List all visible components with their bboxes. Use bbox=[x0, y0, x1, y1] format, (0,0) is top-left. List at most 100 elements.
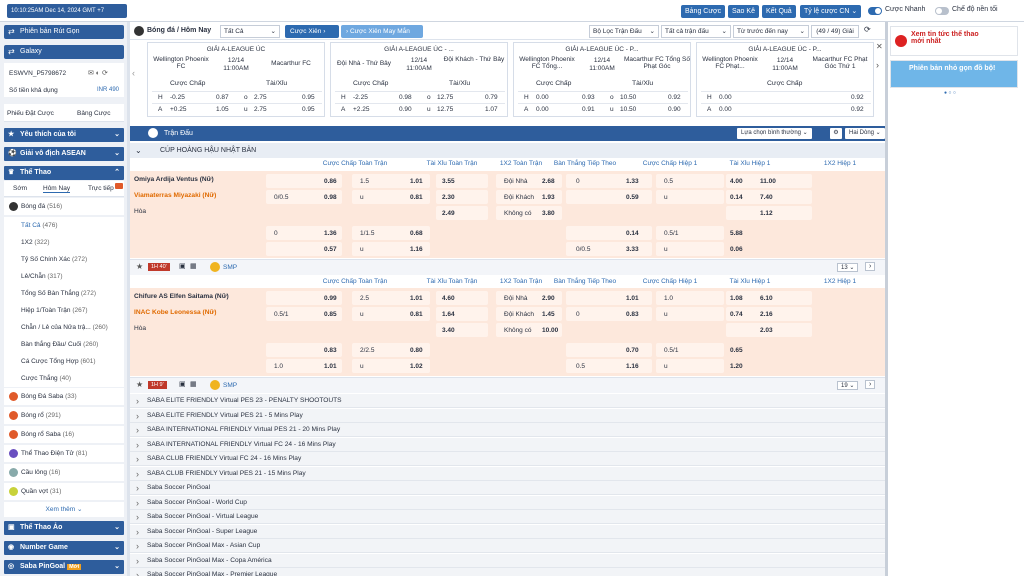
odds-cell[interactable]: 0.90 bbox=[668, 106, 681, 113]
odds-cell[interactable]: 0.91 bbox=[582, 106, 595, 113]
odds-cell[interactable]: 0.98 bbox=[399, 94, 412, 101]
market-select[interactable]: Tất Cả ⌄ bbox=[220, 25, 280, 38]
odds-value[interactable]: 0.85 bbox=[324, 311, 337, 318]
odds-value[interactable]: 1.01 bbox=[410, 295, 423, 302]
sidebar-item-half-odd-even[interactable]: Chẵn / Lẻ của Nửa trậ... (260) bbox=[4, 319, 124, 336]
odds-value[interactable]: 2.90 bbox=[542, 295, 555, 302]
card-odds-row[interactable]: H -0.25 0.87 o 2.75 0.95 bbox=[152, 91, 322, 103]
odds-value[interactable]: 2.49 bbox=[442, 210, 455, 217]
match-filter-select[interactable]: Bộ Lọc Trận Đấu ⌄ bbox=[589, 25, 659, 38]
card-odds-row[interactable]: H 0.00 0.92 bbox=[701, 91, 871, 103]
odds-box[interactable] bbox=[566, 174, 652, 188]
odds-box[interactable] bbox=[656, 291, 724, 305]
odds-box[interactable] bbox=[352, 226, 430, 240]
settings-icon[interactable]: ⚙ bbox=[830, 128, 842, 139]
quick-bet-toggle[interactable] bbox=[868, 7, 882, 15]
tab-bet-list[interactable]: Bảng Cược bbox=[77, 110, 111, 117]
sort-select[interactable]: Lựa chọn bình thường ⌄ bbox=[737, 128, 812, 139]
refresh-icon[interactable]: ⟳ bbox=[864, 25, 871, 34]
sidebar-item-soccer[interactable]: Bóng đá (516) bbox=[4, 198, 124, 215]
league-row[interactable]: Saba Soccer PinGoal Max - Premier League bbox=[130, 568, 885, 576]
odds-cell[interactable]: 0.93 bbox=[582, 94, 595, 101]
scrollbar[interactable] bbox=[885, 22, 888, 576]
odds-box[interactable] bbox=[726, 323, 812, 337]
sidebar-item-first-last-goal[interactable]: Bàn thắng Đầu/ Cuối (260) bbox=[4, 336, 124, 353]
sidebar-item-badminton[interactable]: Cầu lông (16) bbox=[4, 464, 124, 481]
odds-value[interactable]: 2.68 bbox=[542, 178, 555, 185]
league-row[interactable]: SABA ELITE FRIENDLY Virtual PES 21 - 5 M… bbox=[130, 408, 885, 423]
virtual-sports-section[interactable]: ▣ Thể Thao Ảo ⌄ bbox=[4, 521, 124, 535]
odds-value[interactable]: 1.12 bbox=[760, 210, 773, 217]
tab-bet-slip[interactable]: Phiếu Đặt Cược bbox=[7, 110, 54, 117]
odds-cell[interactable]: 0.92 bbox=[851, 106, 864, 113]
scoreboard-icon[interactable]: ▦ bbox=[190, 263, 197, 270]
odds-cell[interactable]: 0.92 bbox=[851, 94, 864, 101]
league-row[interactable]: Saba Soccer PinGoal - Super League bbox=[130, 524, 885, 539]
league-row[interactable]: SABA INTERNATIONAL FRIENDLY Virtual PES … bbox=[130, 423, 885, 437]
smp-icon[interactable] bbox=[210, 380, 220, 390]
odds-cell[interactable]: 0.95 bbox=[302, 106, 315, 113]
odds-value[interactable]: 0.14 bbox=[730, 194, 743, 201]
featured-match-card[interactable]: GIẢI A-LEAGUE ÚC - P... Wellington Phoen… bbox=[513, 42, 691, 117]
card-odds-row[interactable]: A 0.00 0.91 u 10.50 0.90 bbox=[518, 103, 688, 115]
odds-value[interactable]: 0.14 bbox=[626, 230, 639, 237]
carousel-prev-icon[interactable]: ‹ bbox=[132, 68, 135, 78]
odds-value[interactable]: 0.99 bbox=[324, 295, 337, 302]
more-markets-button[interactable]: 19 ⌄ bbox=[837, 381, 859, 390]
tab-live[interactable]: Trực tiếp bbox=[88, 185, 114, 192]
odds-box[interactable] bbox=[352, 359, 430, 373]
odds-value[interactable]: 0.74 bbox=[730, 311, 743, 318]
odds-box[interactable] bbox=[266, 190, 342, 204]
smp-label[interactable]: SMP bbox=[223, 382, 238, 389]
card-odds-row[interactable]: H 0.00 0.93 o 10.50 0.92 bbox=[518, 91, 688, 103]
odds-value[interactable]: 1.01 bbox=[410, 178, 423, 185]
see-more-link[interactable]: Xem thêm ⌄ bbox=[4, 502, 124, 517]
odds-value[interactable]: 4.00 bbox=[730, 178, 743, 185]
odds-value[interactable]: 0.86 bbox=[324, 178, 337, 185]
odds-box[interactable] bbox=[266, 242, 342, 256]
odds-box[interactable] bbox=[566, 291, 652, 305]
odds-box[interactable] bbox=[566, 190, 652, 204]
number-game-section[interactable]: ◉ Number Game ⌄ bbox=[4, 541, 124, 555]
card-odds-row[interactable]: H -2.25 0.98 o 12.75 0.79 bbox=[335, 91, 505, 103]
odds-box[interactable] bbox=[496, 323, 562, 337]
league-count[interactable]: (49 / 49) Giải bbox=[811, 25, 859, 38]
tab-today[interactable]: Hôm Nay bbox=[43, 185, 71, 193]
odds-value[interactable]: 1.16 bbox=[410, 246, 423, 253]
league-row[interactable]: SABA ELITE FRIENDLY Virtual PES 23 - PEN… bbox=[130, 394, 885, 408]
odds-value[interactable]: 0.98 bbox=[324, 194, 337, 201]
card-odds-row[interactable]: A 0.00 0.92 bbox=[701, 103, 871, 115]
favorites-section[interactable]: ★ Yêu thích của tôi ⌄ bbox=[4, 128, 124, 142]
odds-value[interactable]: 1.08 bbox=[730, 295, 743, 302]
sidebar-item-correct-score[interactable]: Tỷ Số Chính Xác (272) bbox=[4, 251, 124, 268]
asean-section[interactable]: ⚽ Giải vô địch ASEAN ⌄ bbox=[4, 147, 124, 161]
time-range-select[interactable]: Từ trước đến nay ⌄ bbox=[733, 25, 809, 38]
odds-value[interactable]: 1.93 bbox=[542, 194, 555, 201]
odds-box[interactable] bbox=[436, 323, 488, 337]
all-matches-select[interactable]: Tất cả trận đấu ⌄ bbox=[661, 25, 731, 38]
league-header[interactable]: ⌄ CÚP HOÀNG HẬU NHẬT BẢN bbox=[130, 143, 885, 158]
sidebar-item-ht-ft[interactable]: Hiệp 1/Toàn Trận (267) bbox=[4, 302, 124, 319]
odds-value[interactable]: 6.10 bbox=[760, 295, 773, 302]
stats-icon[interactable]: ▣ bbox=[179, 381, 186, 388]
odds-value[interactable]: 7.40 bbox=[760, 194, 773, 201]
league-row[interactable]: Saba Soccer PinGoal Max - Copa América bbox=[130, 553, 885, 568]
compact-banner[interactable]: Phiên bản nhỏ gọn đồ bộ! bbox=[890, 60, 1018, 88]
odds-value[interactable]: 0.80 bbox=[410, 347, 423, 354]
odds-cell[interactable]: 0.95 bbox=[302, 94, 315, 101]
odds-value[interactable]: 1.02 bbox=[410, 363, 423, 370]
odds-value[interactable]: 0.83 bbox=[324, 347, 337, 354]
odds-box[interactable] bbox=[496, 307, 562, 321]
odds-cell[interactable]: 0.92 bbox=[668, 94, 681, 101]
odds-box[interactable] bbox=[266, 307, 342, 321]
sidebar-item-saba-basketball[interactable]: Bóng rổ Saba (16) bbox=[4, 426, 124, 443]
odds-box[interactable] bbox=[566, 307, 652, 321]
league-row[interactable]: SABA CLUB FRIENDLY Virtual PES 21 - 15 M… bbox=[130, 466, 885, 481]
odds-value[interactable]: 1.64 bbox=[442, 311, 455, 318]
odds-box[interactable] bbox=[656, 226, 724, 240]
sidebar-item-outright[interactable]: Cược Thắng (40) bbox=[4, 370, 124, 387]
sidebar-item-all[interactable]: Tất Cả (476) bbox=[4, 217, 124, 234]
odds-cell[interactable]: 0.87 bbox=[216, 94, 229, 101]
sidebar-item-tennis[interactable]: Quần vợt (31) bbox=[4, 483, 124, 500]
odds-value[interactable]: 0.83 bbox=[626, 311, 639, 318]
